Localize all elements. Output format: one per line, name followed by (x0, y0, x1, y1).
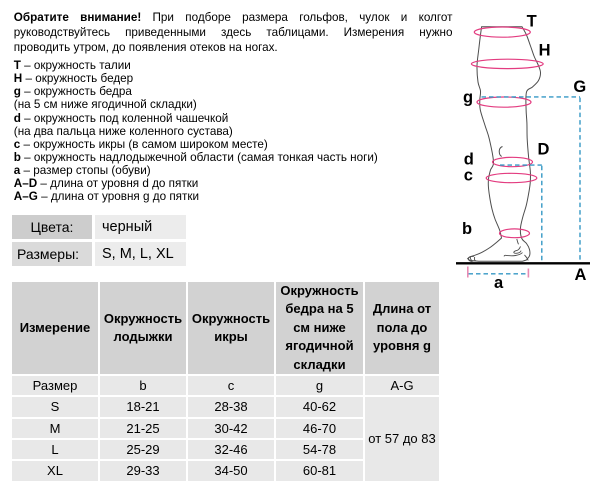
svg-text:D: D (538, 141, 550, 159)
svg-text:c: c (464, 167, 473, 185)
svg-text:a: a (494, 274, 504, 292)
svg-text:g: g (463, 88, 473, 106)
svg-text:A: A (575, 266, 587, 284)
svg-text:H: H (539, 42, 551, 60)
svg-text:d: d (464, 151, 474, 169)
svg-text:b: b (462, 220, 472, 238)
svg-text:T: T (527, 13, 537, 31)
svg-text:G: G (573, 78, 586, 96)
